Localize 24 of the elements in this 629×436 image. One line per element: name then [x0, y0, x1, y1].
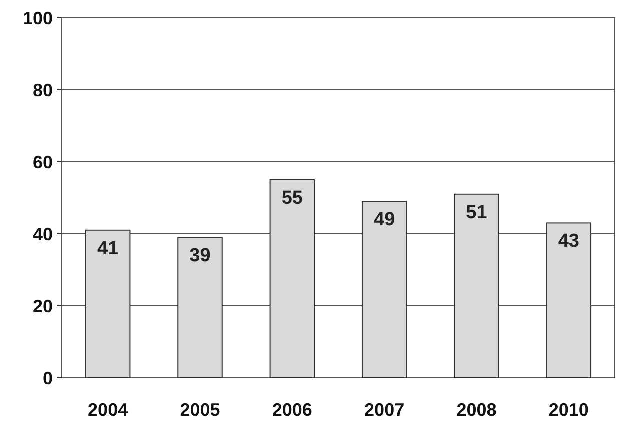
y-tick-label: 0: [42, 368, 53, 388]
data-label: 41: [98, 238, 120, 260]
data-label: 49: [374, 210, 396, 231]
y-tick-label: 80: [32, 80, 53, 100]
y-tick-label: 60: [32, 152, 53, 172]
x-tick-label: 2004: [88, 400, 128, 420]
data-label: 39: [190, 246, 211, 267]
data-label: 55: [282, 188, 304, 209]
x-tick-label: 2005: [180, 400, 220, 420]
x-tick-label: 2008: [456, 400, 497, 420]
bar: [362, 201, 408, 378]
x-tick-label: 2007: [364, 400, 405, 420]
data-label: 43: [558, 231, 580, 252]
y-tick-label: 20: [32, 296, 53, 316]
data-label: 51: [466, 202, 488, 224]
x-tick-label: 2006: [272, 400, 312, 420]
x-tick-label: 2010: [548, 400, 589, 420]
bar: [85, 230, 131, 378]
y-tick-label: 100: [22, 8, 53, 28]
bar: [546, 222, 592, 378]
bar: [454, 194, 500, 378]
bar: [270, 180, 316, 378]
y-tick-label: 40: [32, 224, 53, 244]
bar: [178, 237, 223, 378]
